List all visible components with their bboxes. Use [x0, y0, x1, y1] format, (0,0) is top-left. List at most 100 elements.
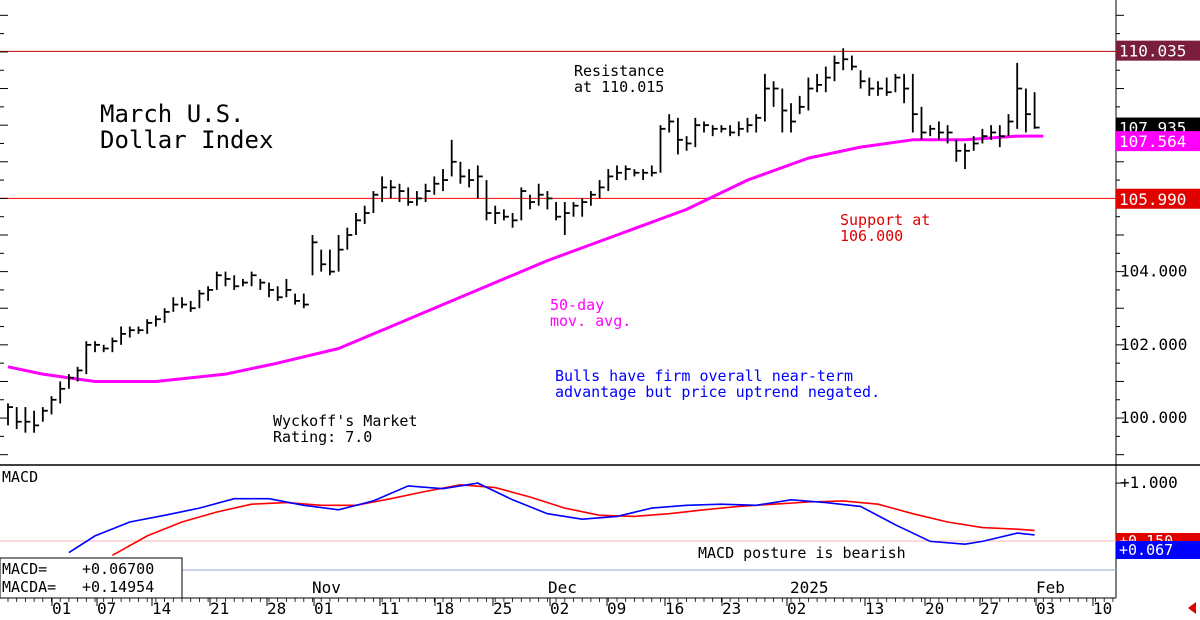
ohlc-bar — [24, 407, 31, 433]
ohlc-bar — [120, 326, 127, 345]
ohlc-bar — [41, 407, 48, 422]
ohlc-bar — [816, 73, 823, 93]
ohlc-bar — [355, 213, 361, 235]
ohlc-bar — [15, 407, 22, 430]
ohlc-bar — [894, 73, 901, 93]
resistance-annotation-line-2: at 110.015 — [574, 78, 664, 96]
ohlc-bar — [268, 282, 274, 298]
resistance-annotation-line-1: Resistance — [574, 62, 664, 80]
ohlc-bar — [755, 114, 762, 133]
ohlc-bar — [590, 191, 596, 206]
ohlc-bar — [798, 95, 805, 115]
x-day-label: 16 — [665, 599, 684, 616]
macd-readout-macda-value: +0.14954 — [82, 578, 154, 596]
price-boxed-label-text: 107.564 — [1119, 132, 1186, 151]
ohlc-bar — [877, 81, 883, 96]
ohlc-bar — [485, 180, 492, 221]
ohlc-bar — [581, 198, 588, 217]
macd-readout-macd-label: MACD= — [2, 560, 47, 578]
price-tick-label: 100.000 — [1120, 408, 1187, 427]
ohlc-bar — [502, 209, 509, 221]
rating-annotation-line-1: Wyckoff's Market — [273, 412, 418, 430]
x-day-label: 25 — [493, 599, 512, 616]
ohlc-bar — [85, 341, 92, 375]
ohlc-bar — [450, 139, 457, 177]
ohlc-bar — [433, 176, 440, 195]
ohlc-bar — [511, 213, 518, 228]
ohlc-bar — [285, 278, 292, 298]
x-day-label: 27 — [980, 599, 999, 616]
chart-title: March U.S. Dollar Index — [100, 100, 273, 154]
ohlc-bar — [642, 169, 649, 181]
ohlc-bar — [233, 275, 240, 290]
support-annotation-line-1: Support at — [840, 211, 930, 229]
ohlc-bar — [737, 121, 744, 137]
ohlc-bar — [76, 366, 83, 382]
ohlc-bar — [929, 125, 936, 137]
ohlc-bar — [241, 278, 248, 287]
price-boxed-label-text: 110.035 — [1119, 42, 1186, 61]
price-tick-label: 104.000 — [1120, 262, 1187, 281]
ohlc-bar — [833, 55, 840, 82]
ohlc-bar — [33, 410, 40, 433]
ohlc-bar — [920, 106, 927, 140]
ohlc-bar — [972, 136, 979, 151]
ohlc-bar — [102, 344, 109, 353]
x-day-label: 21 — [210, 599, 229, 616]
ohlc-bar — [572, 202, 579, 217]
ohlc-bar — [955, 139, 962, 162]
macd-readout-macd-value: +0.06700 — [82, 560, 154, 578]
macd-lines — [68, 482, 1035, 556]
scroll-left-arrow-icon[interactable] — [1188, 602, 1196, 614]
ohlc-bar — [407, 187, 414, 206]
ohlc-bar — [154, 315, 161, 327]
ohlc-bar — [781, 88, 788, 133]
macd-readout-box — [0, 557, 183, 599]
moving-average-annotation-line-1: 50-day — [550, 296, 604, 314]
x-day-label: 23 — [722, 599, 741, 616]
ohlc-bar — [172, 297, 179, 312]
ohlc-bar — [764, 73, 770, 122]
chart-title-line-1: March U.S. — [100, 100, 245, 128]
ohlc-bar — [851, 55, 857, 71]
price-boxed-label-bg — [1116, 40, 1200, 61]
ohlc-bar — [981, 128, 988, 144]
ohlc-bar — [163, 308, 170, 323]
x-day-label: 11 — [380, 599, 399, 616]
macd-boxed-label: +0.067 — [1116, 541, 1200, 559]
ohlc-bar — [729, 125, 736, 137]
ohlc-bar — [790, 103, 796, 133]
ohlc-bar — [859, 70, 866, 89]
x-day-label: 20 — [925, 599, 944, 616]
rating-annotation-line-2: Rating: 7.0 — [273, 428, 372, 446]
ohlc-bar — [198, 289, 205, 309]
ohlc-bar — [1025, 88, 1031, 133]
ohlc-bar — [311, 235, 318, 276]
ohlc-bar — [442, 169, 448, 192]
ohlc-bar — [563, 202, 570, 235]
x-day-label: 14 — [152, 599, 171, 616]
ohlc-bar — [616, 165, 622, 181]
ohlc-bar — [415, 191, 422, 206]
ohlc-bar — [677, 117, 683, 155]
x-day-label: 02 — [787, 599, 806, 616]
ohlc-bar — [424, 183, 431, 203]
price-axis-ticks: 100.000102.000104.000110.035107.935107.5… — [0, 14, 1200, 559]
x-month-label: Nov — [312, 578, 341, 597]
macd-tick-label: +1.000 — [1120, 473, 1178, 492]
ohlc-bar — [1016, 62, 1023, 129]
ohlc-bar — [720, 125, 727, 133]
ohlc-bar — [398, 183, 405, 203]
macd-comment: MACD posture is bearish — [698, 544, 906, 562]
ohlc-bar — [990, 125, 997, 140]
x-day-label: 07 — [97, 599, 116, 616]
ohlc-bar — [685, 136, 692, 151]
macd-panel-title: MACD — [2, 468, 38, 486]
ohlc-bar — [607, 169, 614, 192]
ohlc-bar — [68, 374, 74, 389]
ohlc-bar — [650, 165, 657, 177]
ohlc-bar — [868, 77, 875, 96]
ohlc-bar — [215, 271, 222, 290]
moving-average-line — [7, 134, 1044, 383]
x-day-label: 09 — [607, 599, 626, 616]
